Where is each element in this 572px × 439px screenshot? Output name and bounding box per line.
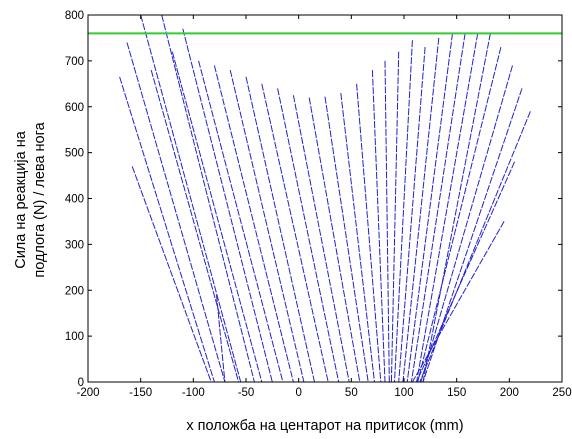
data-line-20 (371, 70, 386, 382)
data-line-9 (198, 60, 284, 382)
y-tick-label: 400 (65, 194, 84, 206)
x-tick-label: -50 (238, 387, 255, 399)
data-line-29 (422, 33, 491, 382)
x-tick-label: 100 (394, 387, 413, 399)
x-tick-label: -150 (129, 387, 152, 399)
data-line-12 (245, 76, 315, 382)
data-line-8 (182, 28, 273, 382)
x-tick-label: 50 (345, 387, 358, 399)
y-tick-label: 300 (65, 239, 84, 251)
data-line-7 (171, 51, 263, 382)
data-line-31 (420, 65, 513, 382)
data-line-14 (277, 88, 340, 382)
y-tick-label: 200 (65, 285, 84, 297)
x-axis-label: x положба на центарот на притисок (mm) (186, 418, 463, 434)
data-lines (119, 15, 531, 382)
data-line-21 (384, 60, 390, 382)
data-line-13 (261, 83, 329, 382)
data-line-5 (150, 69, 240, 382)
data-line-11 (229, 69, 305, 382)
data-line-19 (356, 83, 382, 382)
y-tick-label: 700 (65, 56, 84, 68)
x-tick-label: 0 (295, 387, 301, 399)
x-axis-ticks: -200 -150 -100 -50 0 50 100 150 200 250 (76, 15, 572, 399)
data-line-1 (119, 76, 215, 382)
x-tick-label: -100 (182, 387, 205, 399)
data-line-16 (308, 97, 361, 382)
y-axis-ticks: 0 100 200 300 400 500 600 700 800 (65, 10, 562, 389)
x-tick-label: -200 (76, 387, 99, 399)
data-line-36 (216, 294, 226, 382)
data-line-25 (402, 37, 440, 382)
data-line-2 (126, 42, 226, 382)
x-tick-label: 250 (552, 387, 571, 399)
y-tick-label: 100 (65, 331, 84, 343)
data-line-26 (406, 33, 453, 382)
data-line-18 (340, 92, 375, 382)
y-tick-label: 600 (65, 102, 84, 114)
x-tick-label: 200 (500, 387, 519, 399)
y-tick-label: 0 (78, 377, 84, 389)
data-line-23 (394, 40, 413, 382)
data-line-27 (410, 33, 466, 382)
data-line-35 (411, 221, 505, 382)
y-tick-label: 500 (65, 148, 84, 160)
data-line-17 (324, 96, 369, 382)
data-line-6 (161, 15, 255, 382)
data-line-28 (416, 33, 479, 382)
data-line-15 (292, 95, 350, 382)
x-tick-label: 150 (447, 387, 466, 399)
data-line-3 (131, 166, 212, 382)
y-axis-label-line-2: подлога (N) / лева нога (32, 121, 48, 277)
data-line-24 (398, 47, 426, 382)
y-axis-label-line-1: Сила на реакција на (13, 130, 29, 268)
data-line-22 (390, 51, 400, 382)
y-tick-label: 800 (65, 10, 84, 22)
data-line-10 (213, 65, 294, 382)
plot-frame (87, 14, 563, 383)
data-line-30 (417, 46, 502, 382)
data-line-4 (140, 15, 242, 382)
